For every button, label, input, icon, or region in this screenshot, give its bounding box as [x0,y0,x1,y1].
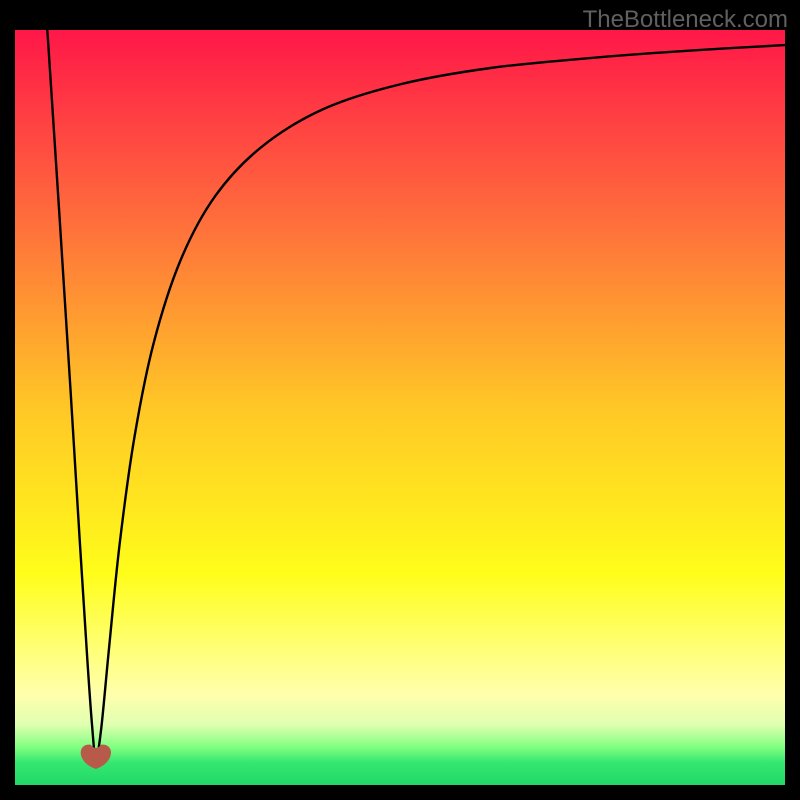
curve-layer [15,30,785,785]
curve-path [47,30,785,759]
watermark-text: TheBottleneck.com [583,6,788,34]
plot-area [15,30,785,785]
chart-container: TheBottleneck.com [0,0,800,800]
min-marker [81,745,111,769]
